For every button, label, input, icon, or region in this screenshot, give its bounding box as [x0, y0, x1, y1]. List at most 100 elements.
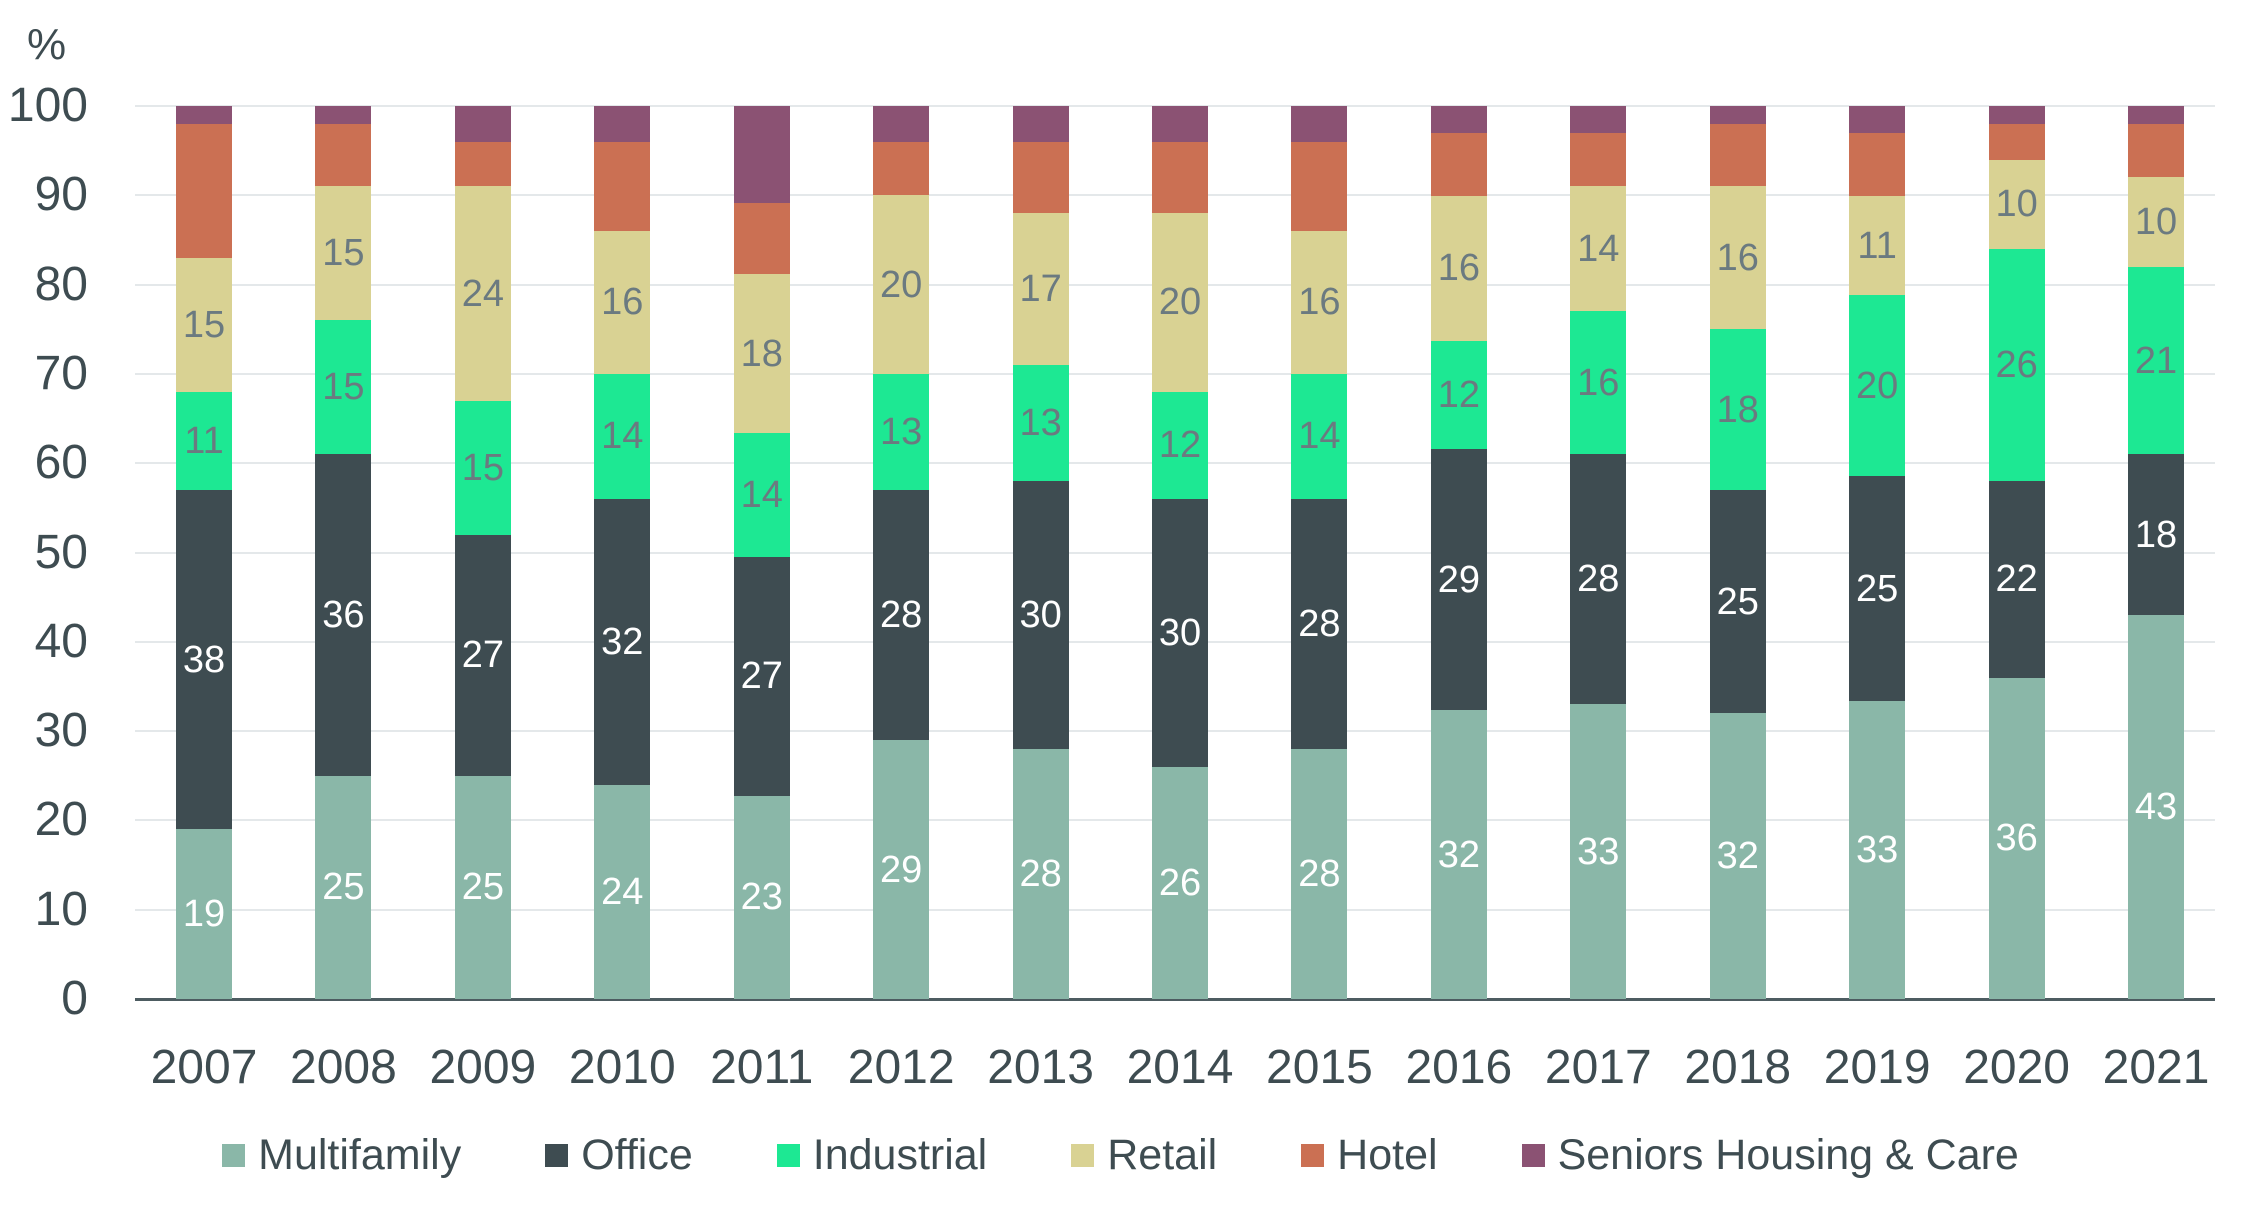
stacked-bar-2008: 25 36 15 15: [315, 106, 372, 999]
segment-value-label: 20: [1158, 281, 1202, 324]
bar-segment-industrial: 12: [1152, 391, 1208, 499]
segment-value-label: 28: [1019, 852, 1062, 895]
bar-segment-hotel: [873, 141, 930, 196]
segment-value-label: 14: [1298, 415, 1341, 458]
bar-segment-seniors-housing-care: [2128, 106, 2185, 124]
bar-segment-hotel: [1430, 133, 1487, 197]
bar-segment-seniors-housing-care: [1570, 106, 1627, 133]
y-tick-label: 0: [61, 972, 88, 1025]
y-tick-label: 90: [34, 168, 88, 222]
legend-label: Hotel: [1337, 1131, 1438, 1179]
legend-swatch-icon: [222, 1144, 246, 1167]
bar-segment-multifamily: 43: [2128, 615, 2185, 999]
bar-segment-retail: 10: [1988, 159, 2045, 249]
bar-segment-hotel: [1709, 123, 1766, 187]
segment-value-label: 21: [2134, 339, 2178, 382]
segment-value-label: 10: [2134, 201, 2178, 244]
segment-value-label: 29: [1437, 558, 1480, 601]
legend-item-industrial: Industrial: [776, 1131, 987, 1180]
bar-segment-seniors-housing-care: [454, 106, 511, 142]
segment-value-label: 38: [182, 638, 226, 681]
bar-segment-industrial: 13: [873, 373, 930, 490]
bar-segment-seniors-housing-care: [315, 106, 372, 124]
segment-value-label: 16: [601, 281, 644, 324]
segment-value-label: 20: [1856, 364, 1899, 407]
bar-segment-industrial: 26: [1988, 248, 2045, 482]
legend-label: Retail: [1107, 1131, 1218, 1179]
bar-segment-industrial: 15: [454, 400, 511, 535]
segment-value-label: 19: [182, 893, 226, 936]
y-tick-label: 30: [34, 704, 88, 758]
bar-segment-office: 28: [1291, 498, 1348, 749]
x-tick-label: 2013: [987, 1041, 1094, 1094]
bar-segment-retail: 10: [2128, 177, 2185, 267]
bar-segment-retail: 24: [454, 186, 511, 401]
bar-segment-office: 18: [2128, 454, 2185, 616]
bar-segment-retail: 14: [1570, 186, 1627, 312]
bar-segment-hotel: [594, 141, 651, 232]
segment-value-label: 27: [461, 634, 504, 677]
bar-segment-office: 38: [176, 490, 232, 830]
segment-value-label: 13: [1019, 402, 1062, 445]
bar-segment-office: 28: [873, 490, 930, 741]
segment-value-label: 33: [1856, 829, 1899, 872]
x-axis-baseline: [135, 998, 2215, 1001]
bar-segment-office: 25: [1849, 475, 1906, 702]
y-tick-label: 70: [34, 346, 88, 400]
bar-segment-hotel: [1012, 141, 1069, 214]
bar-segment-office: 36: [315, 454, 372, 776]
legend-swatch-icon: [1301, 1144, 1325, 1167]
bar-segment-seniors-housing-care: [1152, 106, 1208, 142]
stacked-bar-2017: 33 28 16 14: [1570, 106, 1627, 999]
bar-segment-office: 30: [1152, 498, 1208, 767]
bar-segment-office: 22: [1988, 481, 2045, 678]
segment-value-label: 16: [1437, 247, 1480, 290]
segment-value-label: 25: [1856, 567, 1899, 610]
bar-segment-retail: 20: [1152, 213, 1208, 392]
x-tick-label: 2014: [1126, 1041, 1234, 1094]
legend-label: Seniors Housing & Care: [1557, 1131, 2019, 1179]
x-tick-label: 2007: [150, 1041, 258, 1094]
legend-item-retail: Retail: [1071, 1131, 1217, 1180]
segment-value-label: 32: [601, 620, 644, 663]
segment-value-label: 30: [1158, 611, 1202, 654]
x-tick-label: 2017: [1544, 1041, 1652, 1094]
bar-segment-seniors-housing-care: [1291, 106, 1348, 142]
segment-value-label: 23: [740, 876, 783, 919]
bar-segment-office: 29: [1430, 448, 1487, 711]
bar-segment-multifamily: 36: [1988, 677, 2045, 999]
bar-segment-office: 32: [594, 498, 651, 785]
bar-segment-office: 30: [1012, 481, 1069, 749]
x-tick-label: 2018: [1684, 1041, 1792, 1094]
x-tick-label: 2015: [1266, 1041, 1373, 1094]
segment-value-label: 18: [1716, 388, 1759, 431]
bar-segment-multifamily: 32: [1430, 710, 1487, 999]
stacked-bar-2012: 29 28 13 20: [873, 106, 930, 999]
bar-segment-industrial: 12: [1430, 340, 1487, 449]
legend-swatch-icon: [776, 1144, 800, 1167]
bar-segment-seniors-housing-care: [873, 106, 930, 142]
bar-segment-multifamily: 19: [176, 829, 232, 999]
segment-value-label: 17: [1019, 268, 1062, 311]
segment-value-label: 15: [322, 232, 365, 275]
x-tick-label: 2010: [568, 1041, 676, 1094]
segment-value-label: 16: [1298, 281, 1341, 324]
y-tick-label: 40: [34, 614, 88, 668]
bar-segment-multifamily: 26: [1152, 766, 1208, 999]
bar-segment-hotel: [733, 203, 790, 274]
legend-item-office: Office: [545, 1131, 693, 1180]
bar-segment-multifamily: 28: [1291, 748, 1348, 999]
x-tick-label: 2012: [847, 1041, 955, 1094]
bar-segment-seniors-housing-care: [1709, 106, 1766, 124]
bar-segment-hotel: [176, 123, 232, 258]
segment-value-label: 16: [1716, 236, 1759, 279]
legend-swatch-icon: [1071, 1144, 1095, 1167]
stacked-bar-2013: 28 30 13 17: [1012, 106, 1069, 999]
bar-segment-industrial: 20: [1849, 295, 1906, 476]
bar-segment-retail: 16: [594, 231, 651, 374]
bar-segment-industrial: 14: [1291, 373, 1348, 499]
segment-value-label: 14: [601, 415, 644, 458]
bar-segment-hotel: [315, 123, 372, 187]
bar-segment-multifamily: 24: [594, 784, 651, 999]
